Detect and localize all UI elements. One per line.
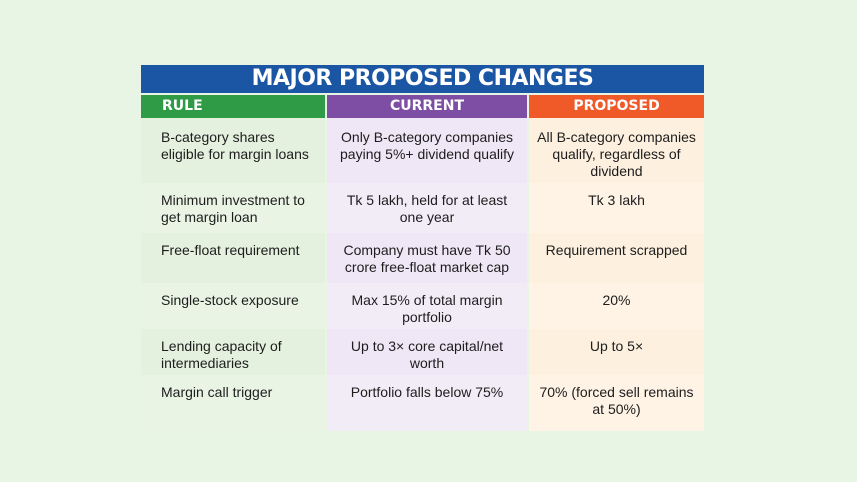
current-column: Only B-category companies paying 5%+ div…	[327, 118, 527, 431]
proposed-column-header: PROPOSED	[529, 95, 704, 118]
proposed-cell: All B-category companies qualify, regard…	[537, 129, 696, 179]
rule-cell: B-category shares eligible for margin lo…	[141, 118, 325, 183]
proposed-cell: 20%	[529, 283, 704, 329]
proposed-cell: Tk 3 lakh	[529, 183, 704, 233]
rule-cell: Free-float requirement	[141, 233, 325, 283]
comparison-infographic: MAJOR PROPOSED CHANGES RULE CURRENT PROP…	[141, 65, 704, 431]
current-cell: Company must have Tk 50 crore free-float…	[343, 242, 511, 275]
infographic-title: MAJOR PROPOSED CHANGES	[141, 65, 704, 93]
current-cell: Max 15% of total margin portfolio	[327, 283, 527, 329]
rule-cell: Minimum investment to get margin loan	[141, 183, 325, 233]
current-cell: Only B-category companies paying 5%+ div…	[340, 129, 514, 162]
comparison-table-body: B-category shares eligible for margin lo…	[141, 118, 704, 431]
current-column-header: CURRENT	[327, 95, 527, 118]
rule-cell: Single-stock exposure	[141, 283, 325, 329]
rule-cell: Margin call trigger	[141, 375, 325, 431]
proposed-cell: Requirement scrapped	[545, 242, 688, 258]
proposed-cell: 70% (forced sell remains at 50%)	[529, 375, 704, 431]
current-cell: Portfolio falls below 75%	[327, 375, 527, 431]
proposed-column: All B-category companies qualify, regard…	[529, 118, 704, 431]
current-cell: Tk 5 lakh, held for at least one year	[327, 183, 527, 233]
rule-column: B-category shares eligible for margin lo…	[141, 118, 325, 431]
proposed-cell: Up to 5×	[589, 338, 644, 354]
rule-cell: Lending capacity of intermediaries	[141, 329, 325, 375]
table-header-row: RULE CURRENT PROPOSED	[141, 95, 704, 118]
current-cell: Up to 3× core capital/net worth	[350, 338, 504, 371]
rule-column-header: RULE	[141, 95, 325, 118]
